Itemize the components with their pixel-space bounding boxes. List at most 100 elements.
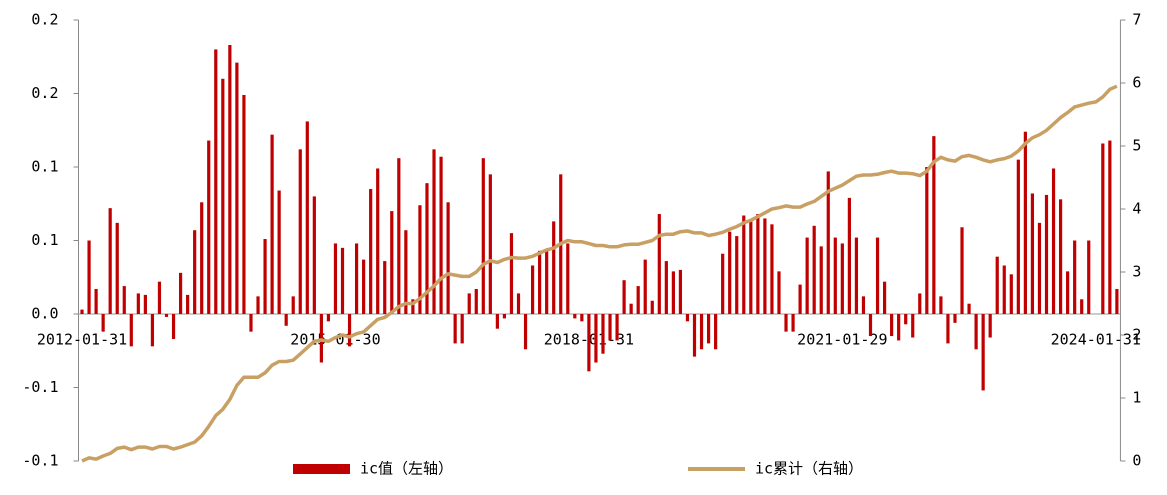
bar	[615, 314, 619, 341]
bar	[861, 296, 866, 314]
bar	[939, 296, 943, 314]
bar	[390, 211, 394, 314]
bar	[1058, 199, 1063, 314]
bar	[721, 253, 725, 314]
bar	[699, 314, 704, 350]
bar	[305, 121, 309, 315]
bar	[530, 265, 535, 314]
bar	[1073, 240, 1077, 314]
bar	[657, 214, 661, 314]
bar	[1009, 274, 1013, 314]
bar	[186, 294, 190, 314]
bar	[911, 314, 915, 338]
bar	[326, 314, 331, 322]
legend-label: ic累计（右轴）	[755, 460, 863, 478]
bar	[756, 214, 760, 314]
bar	[488, 174, 492, 314]
bar	[143, 294, 147, 314]
bar	[136, 293, 140, 314]
bar	[692, 314, 697, 357]
y-tick-label: -0.1	[22, 378, 58, 396]
bar	[411, 299, 415, 314]
bar	[1101, 143, 1105, 314]
legend-label: ic值（左轴）	[360, 460, 453, 478]
bar	[580, 314, 584, 322]
bar	[200, 202, 204, 314]
y2-tick-label: 5	[1132, 137, 1141, 155]
bar	[94, 289, 98, 314]
bar	[150, 314, 155, 347]
bar	[1080, 299, 1084, 314]
bar	[819, 246, 823, 314]
line	[81, 84, 1118, 463]
bar	[967, 303, 971, 314]
bar	[777, 271, 781, 314]
bar	[833, 237, 837, 314]
bar	[840, 243, 844, 314]
bar	[242, 94, 246, 314]
bar	[207, 140, 211, 314]
bar	[481, 158, 485, 314]
bar	[516, 293, 521, 314]
bar	[671, 271, 675, 314]
bar	[362, 259, 366, 314]
bar	[171, 314, 176, 339]
y2-tick-label: 7	[1132, 11, 1141, 29]
bar	[178, 272, 183, 314]
bar	[904, 314, 908, 325]
bar	[80, 309, 84, 314]
bar	[87, 240, 91, 314]
bar	[1023, 131, 1027, 314]
bar	[340, 247, 345, 314]
bar	[664, 261, 668, 314]
legend-swatch	[293, 464, 350, 474]
bar	[193, 230, 197, 314]
bar	[538, 250, 542, 314]
y-tick-label: 0.2	[31, 11, 58, 29]
bar	[995, 256, 999, 314]
bar	[376, 168, 380, 314]
bar	[1115, 289, 1119, 314]
bar	[749, 221, 753, 314]
bar	[256, 296, 260, 314]
y-tick-label: 0.1	[31, 158, 58, 176]
bar	[270, 134, 274, 314]
bar	[1030, 193, 1035, 314]
bar	[552, 221, 556, 314]
bar	[214, 49, 218, 315]
bar	[298, 149, 302, 314]
bar	[164, 314, 169, 317]
bar	[1044, 194, 1049, 314]
bar	[897, 314, 901, 341]
bar	[742, 215, 746, 314]
bar	[277, 190, 281, 314]
y2-tick-label: 4	[1132, 200, 1141, 218]
x-tick-label: 2021-01-29	[797, 331, 887, 349]
bar	[882, 281, 887, 314]
bar	[812, 225, 816, 314]
bar	[397, 158, 401, 314]
bar	[157, 281, 162, 314]
bar	[629, 303, 633, 314]
bar	[960, 227, 964, 314]
bar	[650, 300, 654, 314]
bar	[108, 208, 112, 314]
bar	[1002, 265, 1006, 314]
bar	[854, 237, 859, 314]
bar	[291, 296, 295, 314]
bar	[432, 149, 436, 314]
bar	[122, 286, 126, 314]
bar	[101, 314, 105, 332]
x-tick-label: 2012-01-31	[37, 331, 127, 349]
bar	[1037, 222, 1042, 314]
bar	[235, 62, 239, 314]
bar	[249, 314, 253, 332]
bar	[1051, 168, 1056, 314]
bar	[263, 239, 267, 314]
bar	[636, 286, 640, 314]
bar	[312, 196, 316, 314]
bar	[925, 167, 929, 314]
bar	[875, 237, 880, 314]
bar	[622, 280, 626, 314]
y2-tick-label: 3	[1132, 263, 1141, 281]
